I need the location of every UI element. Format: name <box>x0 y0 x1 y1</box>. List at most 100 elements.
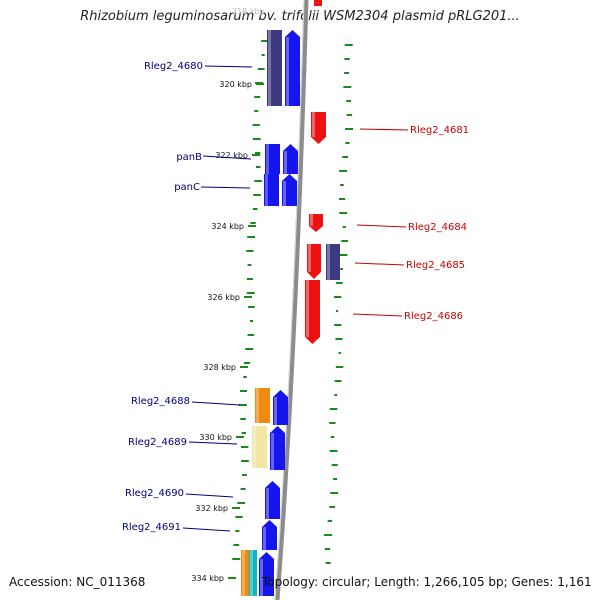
cds-rleg2-4685-red <box>307 244 321 279</box>
gc-dash-outer <box>335 282 343 284</box>
gc-dash-inner <box>237 502 246 504</box>
gc-dash-outer <box>324 548 331 550</box>
gc-dash-outer <box>333 296 342 298</box>
gc-dash-inner <box>253 194 261 196</box>
gc-dash-outer <box>345 128 354 130</box>
ruler-tick-label: 328 kbp <box>203 363 236 372</box>
ruler-tick-label: 320 kbp <box>219 80 252 89</box>
gc-dash-outer <box>338 198 346 200</box>
gc-dash-inner <box>247 236 256 238</box>
cds-rleg2-4680-dark-shine <box>268 30 271 106</box>
cds-rleg2-4681-shine <box>312 112 315 137</box>
gene-label-rleg2_4684: Rleg2_4684 <box>408 222 467 233</box>
gene-label-rleg2_4686: Rleg2_4686 <box>404 311 463 322</box>
ruler-tick <box>228 577 236 579</box>
gc-dash-inner <box>235 516 243 518</box>
gc-dash-inner <box>244 362 251 364</box>
gc-dash-outer <box>345 142 350 144</box>
label-leader-line <box>359 128 409 131</box>
gc-dash-inner <box>248 306 255 308</box>
gc-dash-outer <box>339 212 348 214</box>
gc-dash-inner <box>261 54 265 56</box>
gc-dash-inner <box>246 292 255 294</box>
cds-rleg2-4691-shine <box>263 527 266 550</box>
label-leader-line <box>354 262 405 266</box>
gc-dash-inner <box>246 278 253 280</box>
gc-dash-outer <box>329 450 338 452</box>
cds-rleg2-4686 <box>305 280 320 344</box>
cds-rleg2-4680 <box>285 30 300 106</box>
gc-dash-inner <box>242 474 247 476</box>
gc-dash-inner <box>254 110 259 112</box>
gc-dash-outer <box>343 86 352 88</box>
cds-bottom-blue-shine <box>260 559 263 596</box>
gc-dash-inner <box>240 488 246 490</box>
gc-dash-outer <box>346 114 353 116</box>
gc-dash-outer <box>339 170 347 172</box>
gc-dash-inner <box>250 222 256 224</box>
ruler-tick <box>244 296 252 298</box>
gc-dash-outer <box>334 394 338 396</box>
gc-dash-inner <box>232 558 241 560</box>
cds-bottom-teal-shine <box>250 550 253 596</box>
cds-panc-box <box>264 174 279 206</box>
gene-label-rleg2_4691: Rleg2_4691 <box>122 522 181 533</box>
gc-dash-inner <box>235 530 240 532</box>
cds-top-partial <box>314 0 322 6</box>
gc-dash-outer <box>325 562 331 564</box>
ruler-tick <box>252 154 260 156</box>
gc-dash-inner <box>261 40 268 42</box>
cds-bottom-orange-shine <box>242 550 245 596</box>
cds-rleg2-4684-shine <box>310 214 313 226</box>
cds-rleg2-4681 <box>311 112 326 144</box>
gc-dash-outer <box>338 352 342 354</box>
gc-dash-outer <box>327 520 333 522</box>
cds-rleg2-4689-pale <box>252 426 267 468</box>
gc-dash-outer <box>342 156 349 158</box>
gc-dash-outer <box>324 534 333 536</box>
cds-panb-box-shine <box>266 144 269 174</box>
gc-dash-outer <box>330 492 339 494</box>
gene-label-rleg2_4680: Rleg2_4680 <box>144 61 203 72</box>
label-leader-line <box>352 313 403 317</box>
gc-dash-inner <box>249 320 254 322</box>
gc-dash-outer <box>340 268 343 270</box>
ruler-tick-label-top: 318 kbp <box>232 7 265 16</box>
cds-rleg2-4685-red-shine <box>308 244 311 272</box>
gc-dash-inner <box>255 166 261 168</box>
gc-dash-inner <box>254 180 262 182</box>
gc-dash-inner <box>243 376 247 378</box>
cds-rleg2-4688-shine <box>274 397 277 425</box>
gene-label-rleg2_4685: Rleg2_4685 <box>406 260 465 271</box>
cds-rleg2-4680-shine <box>286 37 289 106</box>
ruler-tick-label: 334 kbp <box>191 574 224 583</box>
cds-rleg2-4680-dark <box>267 30 282 106</box>
ruler-tick-label: 322 kbp <box>215 151 248 160</box>
gene-label-panc: panC <box>174 182 200 193</box>
gc-dash-outer <box>335 338 343 340</box>
gc-dash-inner <box>252 124 260 126</box>
gene-label-rleg2_4690: Rleg2_4690 <box>125 488 184 499</box>
backbone-line <box>274 0 309 600</box>
gene-label-panb: panB <box>176 152 202 163</box>
cds-rleg2-4688-orange-shine <box>256 388 259 423</box>
label-leader-line <box>191 401 241 406</box>
gc-dash-outer <box>344 58 350 60</box>
cds-panc-box-shine <box>265 174 268 206</box>
gc-dash-inner <box>245 348 254 350</box>
gc-dash-outer <box>333 478 338 480</box>
gc-dash-inner <box>257 68 265 70</box>
cds-bottom-teal <box>249 550 257 596</box>
gc-dash-inner <box>233 544 240 546</box>
gc-dash-outer <box>344 72 350 74</box>
cds-rleg2-4685-dark-shine <box>327 244 330 280</box>
map-title: Rhizobium leguminosarum bv. trifolii WSM… <box>80 9 520 24</box>
accession-text: Accession: NC_011368 <box>9 575 146 589</box>
ruler-tick-label: 332 kbp <box>195 504 228 513</box>
gc-dash-outer <box>330 436 335 438</box>
cds-rleg2-4691 <box>262 520 277 550</box>
gc-dash-inner <box>240 418 246 420</box>
backbone-highlight <box>274 0 305 600</box>
cds-rleg2-4689-shine <box>271 433 274 470</box>
